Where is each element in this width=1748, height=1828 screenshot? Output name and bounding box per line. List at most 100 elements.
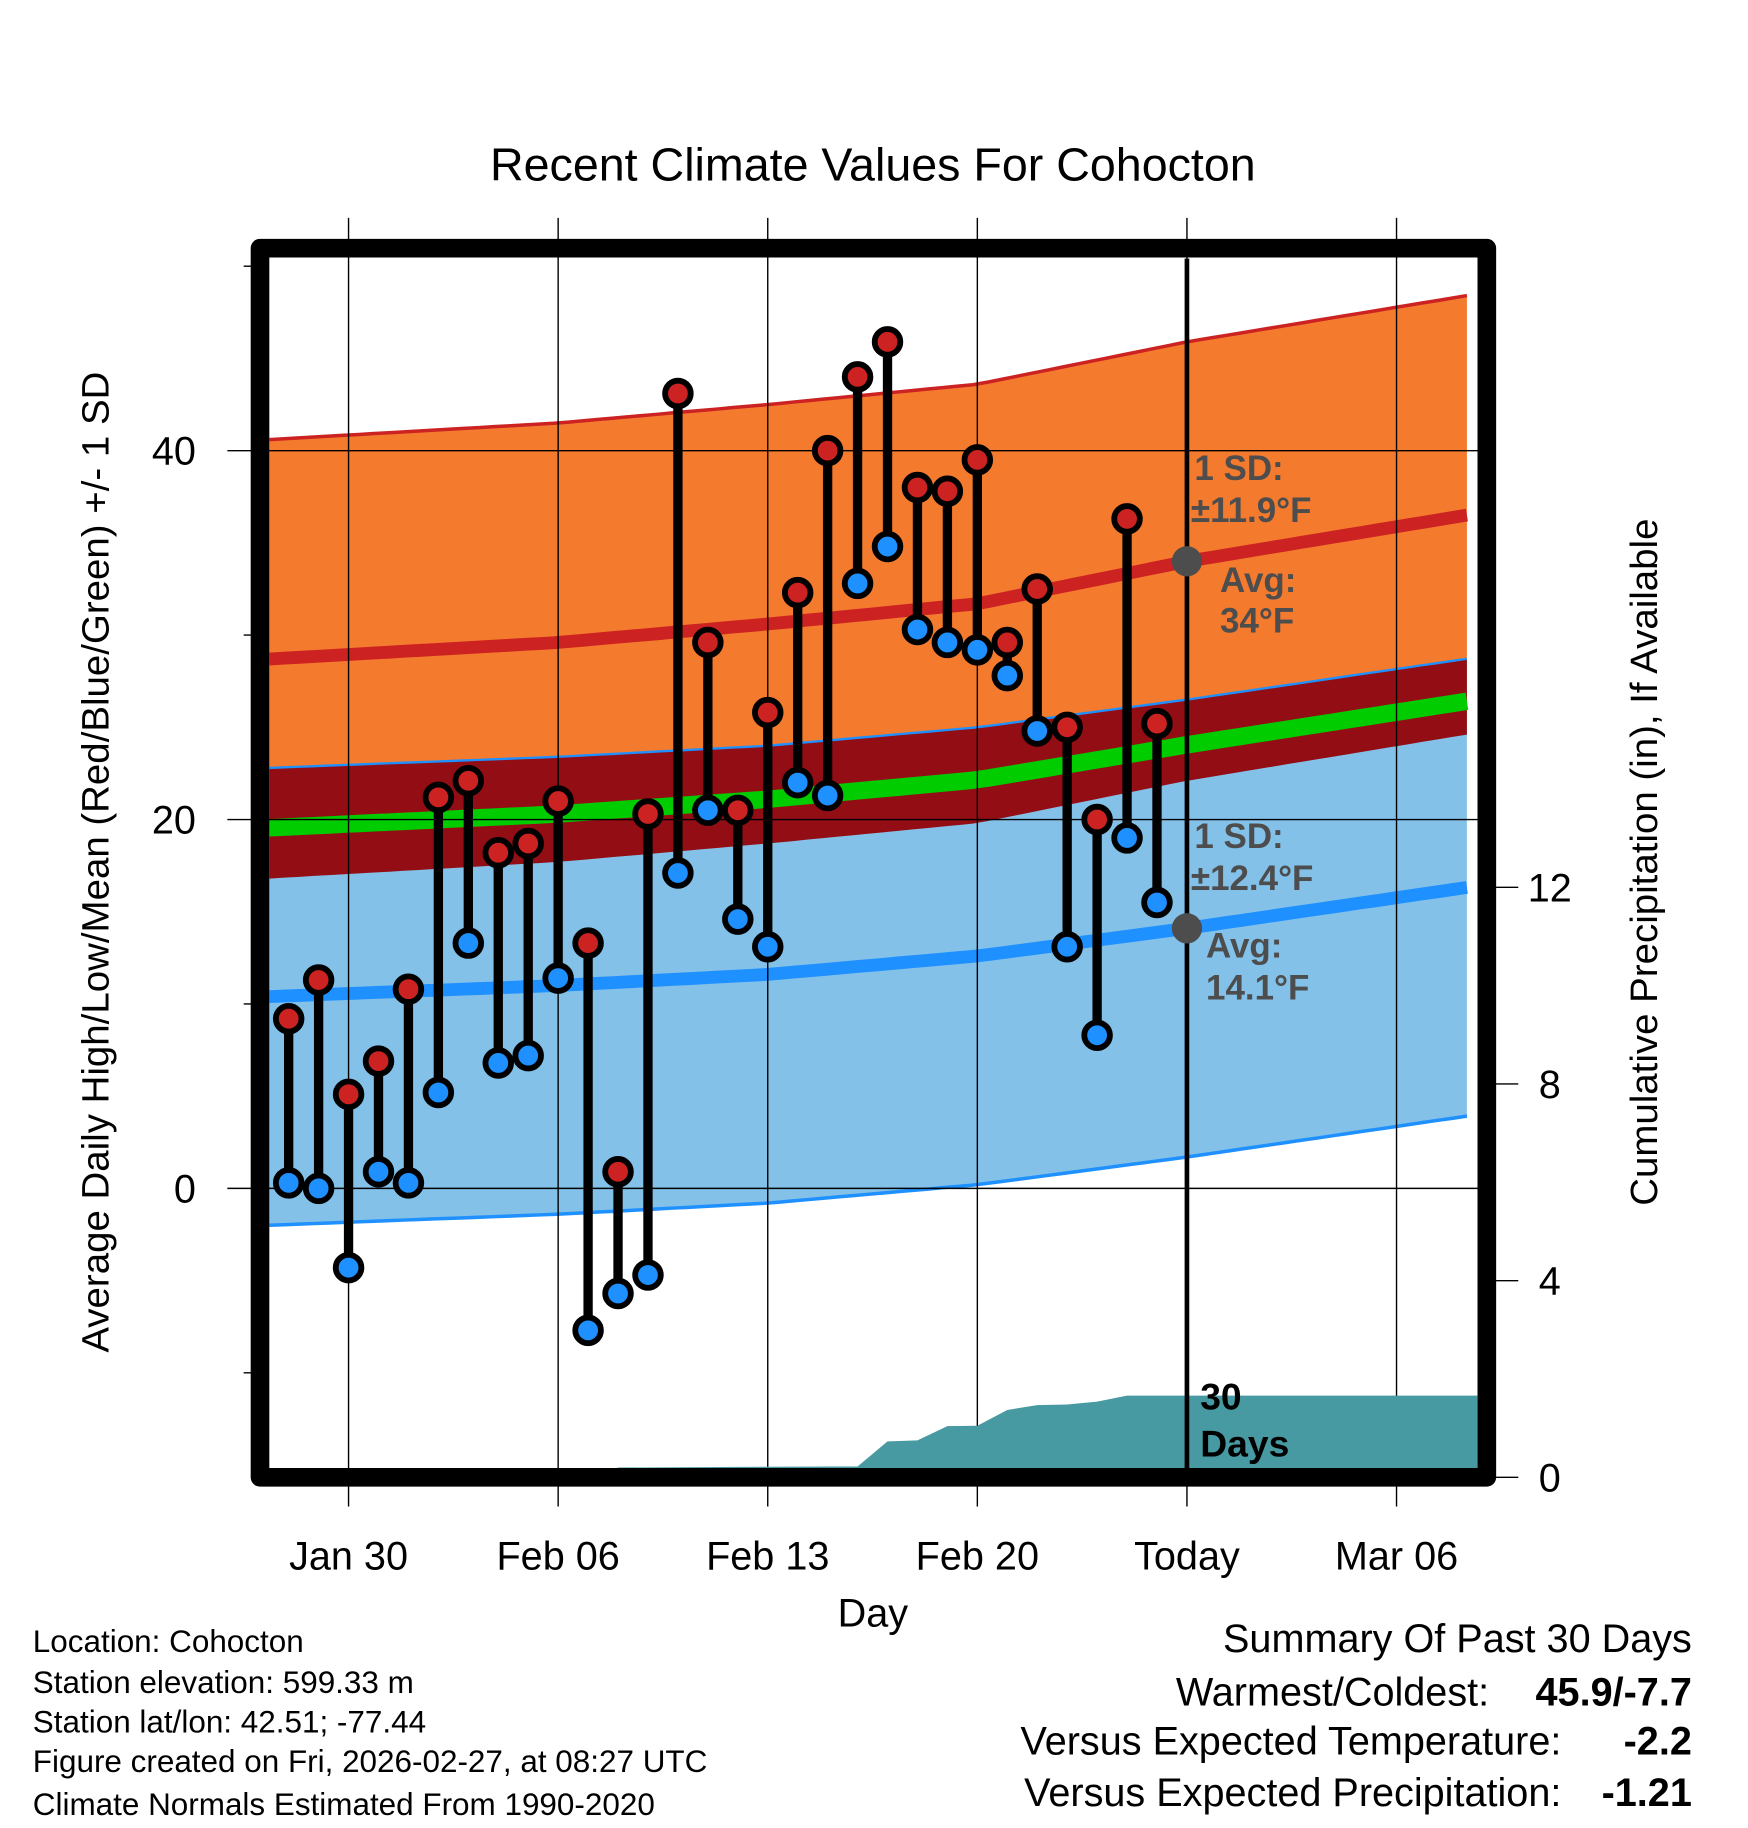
high-point <box>931 475 964 507</box>
low-point <box>362 1156 395 1188</box>
precip-days-label-2: Days <box>1200 1422 1289 1464</box>
y-tick-label: 0 <box>174 1167 196 1211</box>
avg-high-marker <box>1171 546 1203 577</box>
x-tick-label: Feb 06 <box>496 1534 619 1578</box>
created-text: Figure created on Fri, 2026-02-27, at 08… <box>33 1744 708 1779</box>
low-sd-label: 1 SD: <box>1194 817 1283 856</box>
low-point <box>1051 931 1083 963</box>
low-point <box>811 779 844 812</box>
high-point <box>811 434 844 467</box>
low-point <box>991 659 1024 692</box>
warmest-coldest-value: 45.9/-7.7 <box>1536 1671 1692 1715</box>
summary: Summary Of Past 30 Days Warmest/Coldest:… <box>1020 1617 1691 1815</box>
high-annotation: 1 SD: ±11.9°F Avg: 34°F <box>1191 449 1312 641</box>
axes: Jan 30 Feb 06 Feb 13 Feb 20 Today Mar 0602040… <box>152 265 1572 1578</box>
plot-frame <box>250 238 1497 1487</box>
normals-text: Climate Normals Estimated From 1990-2020 <box>33 1787 655 1822</box>
low-upper-edge <box>269 657 1468 770</box>
low-point <box>482 1047 514 1079</box>
y-tick-label: 20 <box>152 798 196 842</box>
high-point <box>512 827 544 860</box>
low-point <box>1111 822 1143 854</box>
high-sd-label: 1 SD: <box>1194 449 1283 488</box>
precip-departure-value: -1.21 <box>1602 1771 1692 1815</box>
precip-departure-label: Versus Expected Precipitation: <box>1024 1771 1561 1815</box>
low-lower-edge <box>269 1114 1468 1228</box>
high-point <box>1141 707 1173 740</box>
high-point <box>662 377 694 410</box>
avg-low-marker <box>1171 913 1203 944</box>
high-point <box>1051 711 1083 744</box>
low-point <box>961 634 994 666</box>
high-point <box>841 361 874 393</box>
x-tick-label: Jan 30 <box>289 1534 408 1578</box>
y2-tick-label: 4 <box>1539 1260 1561 1304</box>
low-point <box>722 903 754 935</box>
chart-title: Recent Climate Values For Cohocton <box>490 139 1256 191</box>
temp-departure-value: -2.2 <box>1624 1720 1692 1764</box>
low-point <box>692 794 724 827</box>
high-sd-value: ±11.9°F <box>1191 491 1312 530</box>
summary-title: Summary Of Past 30 Days <box>1223 1617 1692 1661</box>
high-point <box>272 1002 305 1035</box>
latlon-text: Station lat/lon: 42.51; -77.44 <box>33 1704 426 1739</box>
low-point <box>1141 886 1173 919</box>
high-point <box>781 576 814 609</box>
precipitation-area <box>616 1395 1478 1468</box>
today-line <box>1171 258 1203 1471</box>
x-tick-label: Feb 13 <box>706 1534 829 1578</box>
high-point <box>961 444 994 476</box>
high-point <box>632 798 664 830</box>
precip-cumulative-area <box>616 1395 1478 1468</box>
low-point <box>752 931 784 963</box>
high-point <box>422 781 455 814</box>
low-point <box>392 1167 425 1199</box>
low-point <box>781 766 814 799</box>
low-point <box>901 613 934 646</box>
temp-departure-label: Versus Expected Temperature: <box>1020 1720 1561 1764</box>
low-point <box>632 1259 664 1291</box>
y2-axis-label: Cumulative Precipitation (in), If Availa… <box>1623 519 1666 1206</box>
avg-low-line <box>269 881 1468 1004</box>
low-point <box>841 567 874 600</box>
avg-high-line <box>269 508 1468 666</box>
location-text: Location: Cohocton <box>33 1624 304 1659</box>
precip-days-label-1: 30 <box>1200 1376 1241 1418</box>
high-point <box>452 765 485 797</box>
warmest-coldest-label: Warmest/Coldest: <box>1176 1671 1489 1715</box>
low-point <box>332 1251 365 1284</box>
high-point <box>362 1045 395 1077</box>
low-point <box>1081 1019 1113 1052</box>
low-annotation: 1 SD: ±12.4°F Avg: 14.1°F <box>1191 817 1314 1007</box>
station-info: Location: Cohocton Station elevation: 59… <box>33 1624 708 1822</box>
low-sd-value: ±12.4°F <box>1191 859 1314 898</box>
low-point <box>602 1277 634 1310</box>
high-avg-label: Avg: <box>1220 561 1296 600</box>
elevation-text: Station elevation: 599.33 m <box>33 1665 414 1700</box>
low-point <box>302 1172 335 1205</box>
x-tick-label: Today <box>1134 1534 1240 1578</box>
high-point <box>542 785 574 817</box>
high-point <box>901 471 934 504</box>
high-point <box>722 794 754 827</box>
y-axis-label: Average Daily High/Low/Mean (Red/Blue/Gr… <box>75 372 118 1353</box>
high-avg-value: 34°F <box>1220 602 1294 641</box>
low-point <box>871 530 904 563</box>
high-point <box>482 836 514 869</box>
x-tick-label: Feb 20 <box>916 1534 1039 1578</box>
low-point <box>931 626 964 659</box>
low-point <box>572 1314 604 1347</box>
high-point <box>602 1156 634 1188</box>
high-point <box>871 326 904 358</box>
low-point <box>542 962 574 994</box>
high-point <box>572 927 604 959</box>
high-point <box>1111 503 1143 535</box>
x-axis-label: Day <box>838 1591 909 1635</box>
high-point <box>392 973 425 1005</box>
low-point <box>662 857 694 889</box>
low-point <box>512 1039 544 1072</box>
high-point <box>692 626 724 659</box>
low-point <box>452 927 485 959</box>
low-point <box>422 1076 455 1109</box>
